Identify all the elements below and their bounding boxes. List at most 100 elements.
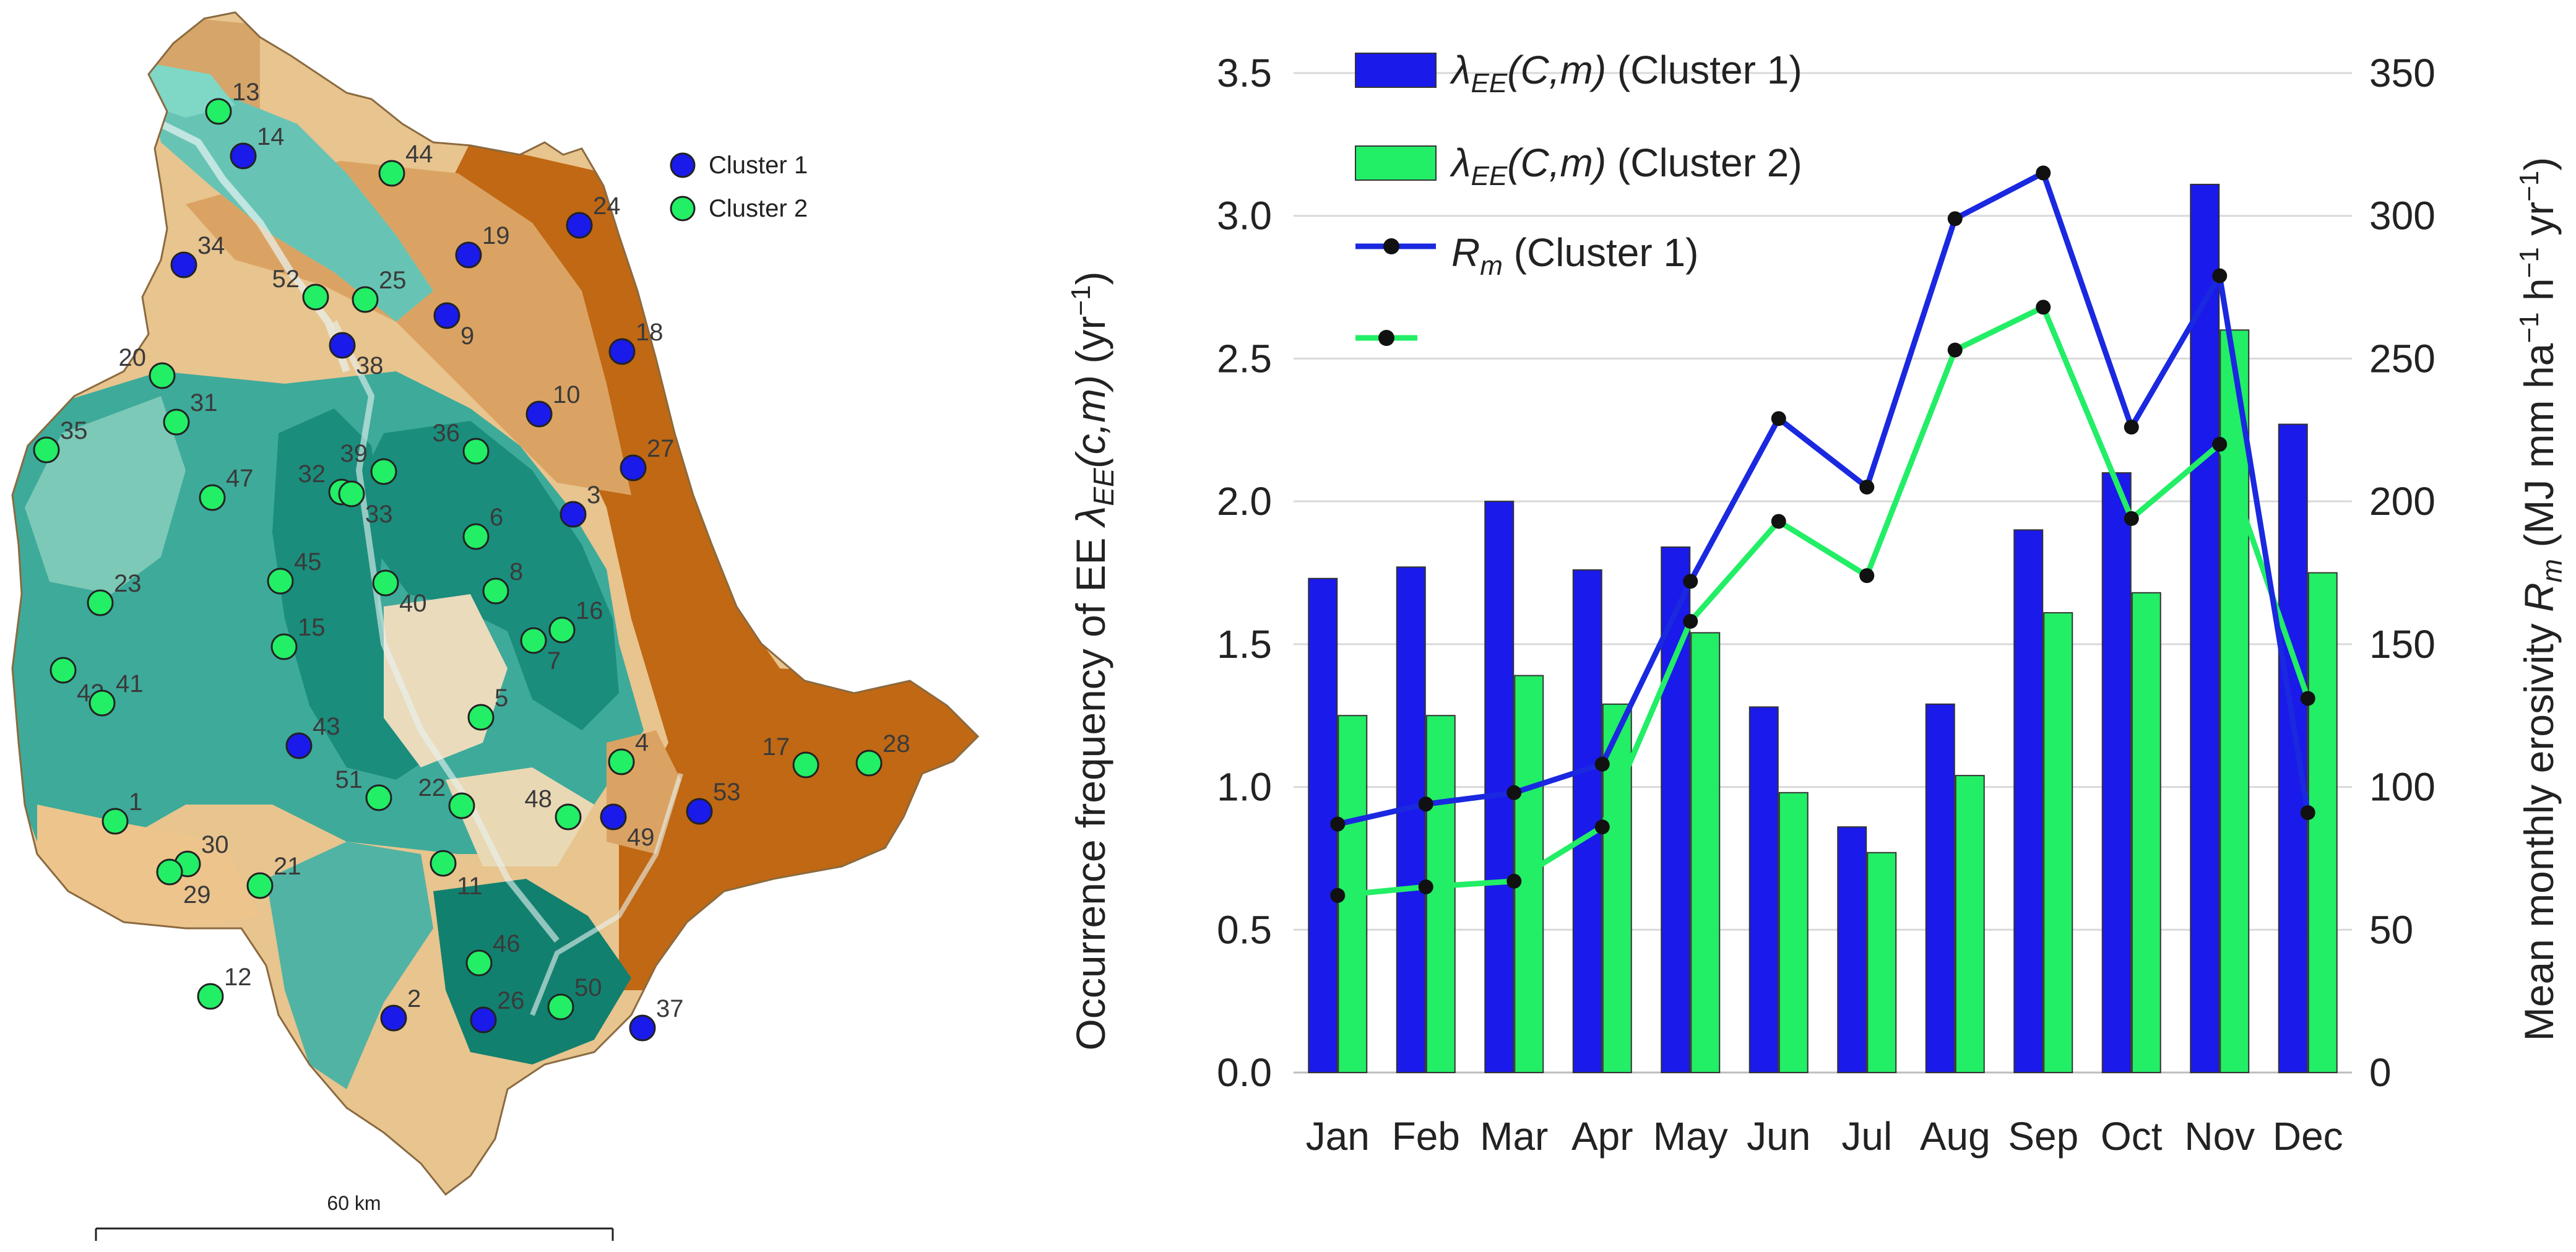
station-label-33: 33 <box>365 501 393 528</box>
station-label-37: 37 <box>656 995 684 1022</box>
right-tick-label: 300 <box>2369 194 2436 238</box>
station-marker-38 <box>329 332 356 359</box>
chart: 0.0 0.5 1.0 1.5 2.0 2.5 3.0 3.5 0 50 100 150 200 250… <box>1066 48 2568 1159</box>
legend-swatch-cluster-1-bar <box>1355 53 1437 88</box>
station-label-44: 44 <box>405 140 433 168</box>
station-label-25: 25 <box>379 267 407 294</box>
point-rm-cluster-1-jul <box>1859 480 1875 495</box>
station-marker-5 <box>467 704 495 731</box>
station-marker-7 <box>520 627 547 654</box>
station-marker-35 <box>33 436 60 464</box>
bar-cluster-2-may <box>1690 632 1721 1073</box>
station-marker-23 <box>87 589 114 616</box>
station-marker-14 <box>230 142 257 170</box>
x-tick-label-dec: Dec <box>2273 1114 2343 1159</box>
point-rm-cluster-2-nov <box>2212 436 2228 452</box>
station-label-20: 20 <box>119 344 147 371</box>
station-marker-3 <box>560 501 587 528</box>
bar-cluster-1-apr <box>1572 569 1602 1073</box>
left-tick-label: 0.5 <box>1217 907 1272 952</box>
legend-label-cluster-2-bar: λEE(C,m) (Cluster 2) <box>1450 140 1802 191</box>
station-label-30: 30 <box>201 831 229 858</box>
station-marker-17 <box>792 751 819 779</box>
bar-cluster-1-nov <box>2190 183 2220 1073</box>
station-label-3: 3 <box>587 481 600 509</box>
x-tick-label-nov: Nov <box>2184 1114 2255 1159</box>
left-tick-label: 2.5 <box>1217 336 1272 381</box>
station-label-53: 53 <box>713 779 741 806</box>
bar-cluster-1-sep <box>2013 529 2044 1073</box>
gridlines <box>1294 72 2352 1074</box>
legend-marker-rm-cluster-2 <box>1378 330 1394 346</box>
station-marker-4 <box>608 748 635 775</box>
line-rm-cluster-1 <box>1337 170 2311 827</box>
point-rm-cluster-1-may <box>1683 574 1698 589</box>
right-tick-label: 250 <box>2369 336 2436 381</box>
bar-cluster-2-aug <box>1955 775 1985 1073</box>
point-rm-cluster-2-jul <box>1859 568 1875 584</box>
x-tick-label-jun: Jun <box>1747 1114 1810 1159</box>
point-rm-cluster-2-jun <box>1771 514 1786 529</box>
station-label-46: 46 <box>493 930 521 957</box>
station-marker-31 <box>163 408 190 436</box>
left-tick-label: 2.0 <box>1217 479 1272 524</box>
right-tick-label: 150 <box>2369 622 2436 667</box>
right-axis-ticks: 0 50 100 150 200 250 300 350 <box>2369 51 2436 1095</box>
station-marker-27 <box>620 454 647 481</box>
station-marker-1 <box>102 808 129 835</box>
bar-cluster-2-dec <box>2307 572 2338 1073</box>
point-rm-cluster-1-jan <box>1330 816 1346 832</box>
station-marker-19 <box>455 241 482 269</box>
x-tick-label-oct: Oct <box>2101 1114 2163 1159</box>
legend-label-cluster-2: Cluster 2 <box>709 195 808 222</box>
station-label-19: 19 <box>482 222 510 249</box>
right-tick-label: 200 <box>2369 479 2436 524</box>
station-label-52: 52 <box>272 266 300 293</box>
station-label-8: 8 <box>509 558 523 585</box>
station-label-11: 11 <box>457 873 483 900</box>
station-label-26: 26 <box>497 987 525 1014</box>
station-label-29: 29 <box>183 881 211 909</box>
left-axis-title: Occurrence frequency of EE λEE(c,m) (yr−… <box>1066 271 1120 1050</box>
station-label-41: 41 <box>116 670 144 697</box>
station-marker-41 <box>89 689 116 717</box>
station-marker-34 <box>170 251 197 278</box>
x-tick-label-aug: Aug <box>1920 1114 1990 1159</box>
legend-marker-rm-cluster-1 <box>1383 238 1399 254</box>
line-rm-cluster-2 <box>1337 304 2311 899</box>
station-marker-29 <box>156 858 183 886</box>
station-marker-16 <box>548 616 576 644</box>
station-marker-49 <box>600 803 627 831</box>
station-label-13: 13 <box>232 79 260 106</box>
bar-cluster-2-jun <box>1778 792 1809 1074</box>
point-rm-cluster-2-may <box>1683 613 1698 629</box>
station-marker-42 <box>50 657 77 684</box>
station-label-40: 40 <box>399 590 427 617</box>
x-axis-ticks: Jan Feb Mar Apr May Jun Jul Aug Sep Oct Nov Dec <box>1306 1114 2343 1159</box>
point-rm-cluster-1-feb <box>1418 797 1433 812</box>
left-tick-label: 1.0 <box>1217 765 1272 809</box>
bar-cluster-2-jul <box>1867 852 1897 1073</box>
station-label-10: 10 <box>553 381 581 408</box>
right-tick-label: 350 <box>2369 51 2436 95</box>
station-label-18: 18 <box>636 319 663 346</box>
station-marker-8 <box>482 577 509 605</box>
station-marker-53 <box>686 798 713 825</box>
bar-cluster-2-sep <box>2043 612 2073 1073</box>
station-marker-15 <box>270 633 298 660</box>
right-axis-title: Mean monthly erosivity Rm (MJ mm ha−1 h−… <box>2514 157 2568 1041</box>
station-marker-46 <box>465 949 493 977</box>
bar-cluster-1-jul <box>1837 826 1867 1073</box>
legend-label-cluster-1: Cluster 1 <box>709 152 808 179</box>
station-marker-33 <box>338 480 365 507</box>
bar-cluster-1-dec <box>2278 423 2308 1073</box>
terrain-layers <box>12 12 978 1194</box>
station-label-15: 15 <box>298 614 326 641</box>
station-marker-2 <box>380 1004 407 1032</box>
station-label-5: 5 <box>495 684 508 712</box>
station-marker-21 <box>246 872 274 899</box>
point-rm-cluster-1-nov <box>2212 268 2228 283</box>
point-rm-cluster-1-mar <box>1506 785 1522 800</box>
